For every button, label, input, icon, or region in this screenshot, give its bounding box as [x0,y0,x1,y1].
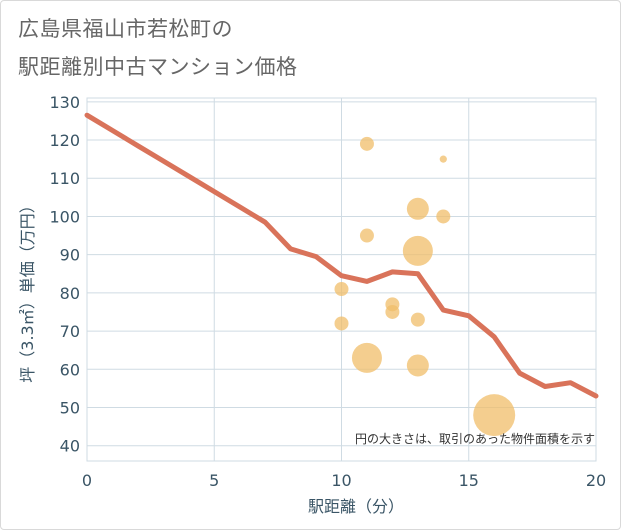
scatter-point [334,316,349,331]
y-tick-label: 130 [49,93,80,112]
scatter-point [402,235,433,266]
y-tick-label: 110 [49,169,80,188]
y-tick-label: 50 [60,399,80,418]
y-tick-label: 70 [60,322,80,341]
x-tick-label: 15 [459,471,479,490]
average-price-line [84,112,599,399]
grid [86,97,597,462]
y-tick-label: 120 [49,131,80,150]
y-tick-label: 100 [49,207,80,226]
y-axis-label: 坪（3.3㎡）単価（万円） [18,197,37,382]
y-tick-label: 60 [60,360,80,379]
x-tick-label: 10 [331,471,351,490]
chart-title-line2: 駅距離別中古マンション価格 [18,55,298,79]
size-legend-note: 円の大きさは、取引のあった物件面積を示す [355,431,595,446]
scatter-point [410,312,425,327]
axes: 0 5 10 15 20 40 50 60 70 80 90 100 110 120 130 [49,93,606,490]
scatter-point [334,282,349,297]
y-tick-label: 80 [60,284,80,303]
scatter-point [406,197,429,220]
scatter-point [351,342,382,373]
scatter-point [385,304,400,319]
scatter-point [406,354,429,377]
y-tick-label: 40 [60,437,80,456]
scatter-point [436,209,451,224]
scatter-point [359,228,374,243]
x-tick-label: 0 [82,471,92,490]
scatter-point [473,394,516,437]
x-tick-label: 20 [586,471,606,490]
x-axis-label: 駅距離（分） [308,497,404,516]
scatter-point [359,136,374,151]
scatter-series [334,136,516,437]
y-tick-label: 90 [60,246,80,265]
scatter-point [439,155,447,163]
chart-title-line1: 広島県福山市若松町の [18,17,233,41]
line-series [84,112,599,399]
x-tick-label: 5 [209,471,219,490]
